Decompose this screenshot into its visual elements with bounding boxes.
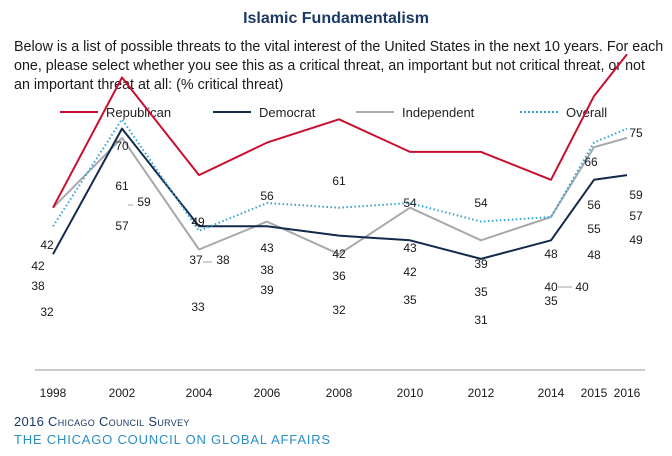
x-tick-label: 2002: [109, 386, 136, 400]
legend-label: Democrat: [259, 104, 316, 120]
data-label-overall: 59: [629, 188, 643, 202]
survey-source: 2016 Chicago Council Survey: [14, 414, 190, 429]
x-tick-label: 2004: [186, 386, 213, 400]
legend-swatch: [60, 111, 98, 113]
data-label-independent: 35: [474, 285, 488, 299]
data-label-independent: 33: [191, 300, 205, 314]
data-label-overall: 40: [544, 280, 558, 294]
data-label-republican: 54: [403, 196, 417, 210]
data-label-overall: 38: [31, 279, 45, 293]
data-label-republican: 42: [40, 238, 54, 252]
organization-name: THE CHICAGO COUNCIL ON GLOBAL AFFAIRS: [14, 432, 331, 447]
x-tick-label: 2010: [397, 386, 424, 400]
data-label-republican: 54: [474, 196, 488, 210]
legend-swatch: [356, 111, 394, 113]
data-label-independent: 57: [115, 219, 129, 233]
data-label-republican: 49: [191, 215, 205, 229]
data-label-independent: 32: [332, 303, 346, 317]
data-label-overall: 61: [115, 179, 129, 193]
chart-title: Islamic Fundamentalism: [243, 10, 429, 27]
data-label-overall: 43: [260, 241, 274, 255]
data-label-democrat: 36: [332, 269, 346, 283]
x-tick-label: 2008: [326, 386, 353, 400]
data-label-overall: 56: [587, 198, 601, 212]
data-label-independent: 40: [575, 280, 589, 294]
legend-item-democrat: Democrat: [213, 103, 315, 121]
x-tick-label: 2006: [254, 386, 281, 400]
chart-subtitle: Below is a list of possible threats to t…: [14, 39, 664, 93]
legend-swatch: [520, 111, 558, 113]
data-label-democrat: 49: [629, 233, 643, 247]
data-label-democrat: 32: [40, 305, 54, 319]
data-label-independent: 57: [629, 209, 643, 223]
data-label-democrat: 31: [474, 313, 488, 327]
data-label-overall: 39: [474, 257, 488, 271]
legend-label: Republican: [106, 104, 172, 120]
data-label-independent: 42: [403, 265, 417, 279]
data-label-overall: 43: [403, 241, 417, 255]
data-label-independent: 55: [587, 222, 601, 236]
data-label-overall: 42: [332, 247, 346, 261]
legend-item-independent: Independent: [356, 103, 474, 121]
series-line-overall: [52, 118, 628, 232]
x-tick-label: 2012: [468, 386, 495, 400]
x-tick-label: 2016: [614, 386, 641, 400]
legend-item-republican: Republican: [60, 103, 171, 121]
data-label-democrat: 35: [403, 293, 417, 307]
data-label-democrat: 35: [544, 294, 558, 308]
data-label-independent: 39: [260, 283, 274, 297]
x-tick-label: 2015: [581, 386, 608, 400]
data-label-republican: 70: [115, 139, 129, 153]
data-label-republican: 48: [544, 247, 558, 261]
legend-swatch: [213, 111, 251, 113]
data-label-republican: 66: [584, 155, 598, 169]
data-label-independent: 42: [31, 259, 45, 273]
x-tick-label: 2014: [538, 386, 565, 400]
data-label-democrat: 38: [260, 263, 274, 277]
x-tick-label: 1998: [40, 386, 67, 400]
series-line-independent: [52, 136, 628, 256]
series-line-republican: [52, 53, 628, 209]
series-line-democrat: [52, 127, 628, 260]
data-label-republican: 75: [629, 126, 643, 140]
data-label-republican: 56: [260, 189, 274, 203]
data-label-overall: 37: [189, 253, 203, 267]
legend-label: Independent: [402, 104, 475, 120]
data-label-democrat: 59: [137, 195, 151, 209]
data-label-republican: 61: [332, 174, 346, 188]
data-label-democrat: 38: [216, 253, 230, 267]
data-label-democrat: 48: [587, 248, 601, 262]
